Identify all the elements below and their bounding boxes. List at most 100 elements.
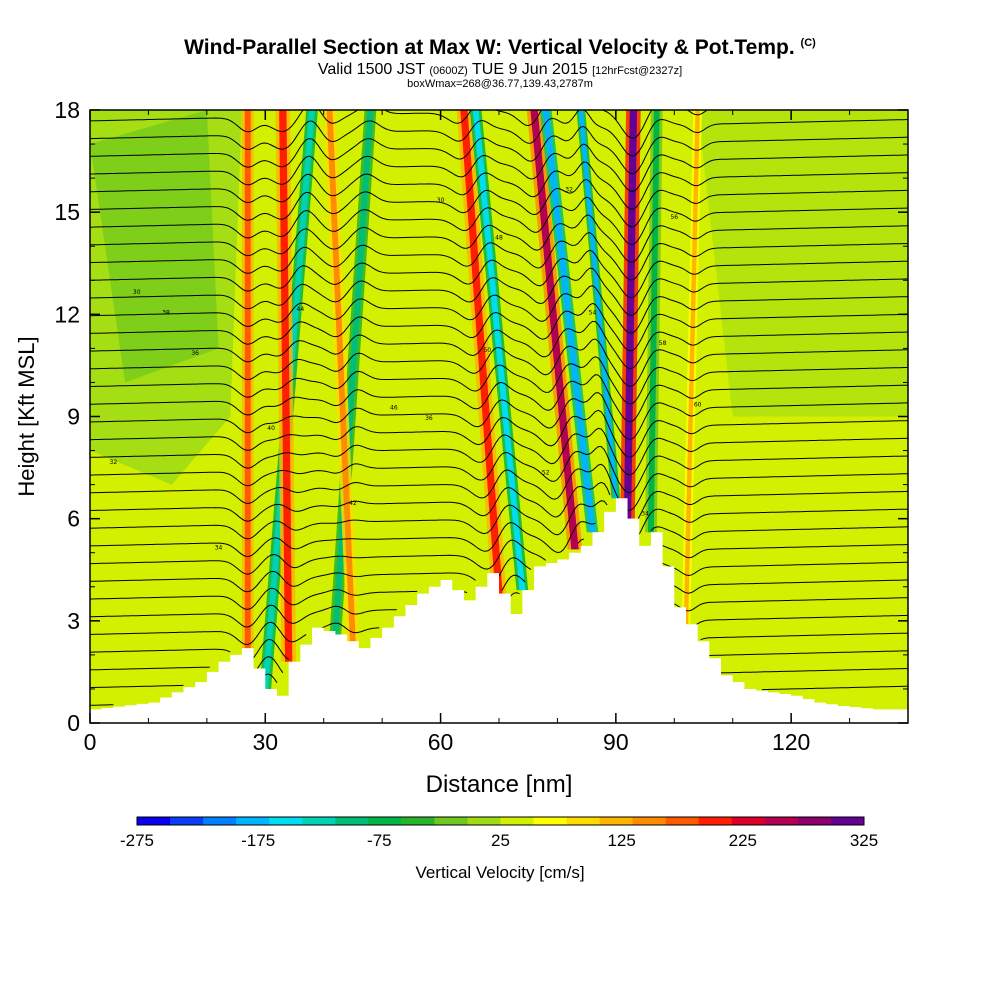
theta-contour: [501, 574, 526, 591]
colorbar-tick-label: 125: [607, 831, 635, 850]
theta-contour: [90, 249, 908, 299]
theta-contour-label: 34: [641, 510, 649, 517]
colorbar-swatch: [566, 817, 601, 825]
theta-contour: [250, 638, 289, 661]
theta-contour: [674, 597, 908, 612]
theta-contour: [691, 614, 908, 628]
theta-contour: [90, 143, 908, 192]
theta-contour-label: 32: [565, 187, 573, 194]
velocity-band-core: [460, 110, 503, 594]
colorbar-swatch: [599, 817, 634, 825]
colorbar-swatch: [731, 817, 766, 825]
theta-contour: [638, 508, 908, 535]
theta-contour: [90, 302, 908, 352]
colorbar-label: Vertical Velocity [cm/s]: [415, 863, 585, 882]
theta-contour: [320, 622, 380, 634]
theta-contour-label: 56: [670, 214, 678, 221]
theta-contour: [90, 338, 908, 387]
theta-contour: [709, 650, 908, 656]
colorbar-swatch: [368, 817, 402, 825]
colorbar-swatch: [665, 817, 700, 825]
theta-contour: [761, 685, 908, 691]
colorbar-tick-label: -175: [241, 831, 275, 850]
velocity-band-core: [647, 110, 660, 533]
theta-contour-label: 52: [542, 469, 550, 476]
colorbar-swatch: [434, 817, 468, 825]
chart-title: Wind-Parallel Section at Max W: Vertical…: [184, 36, 816, 59]
y-axis-label: Height [Kft MSL]: [14, 336, 39, 496]
terrain-mask: [90, 498, 908, 723]
theta-contour-label: 50: [483, 347, 491, 354]
theta-contour: [90, 666, 210, 671]
theta-contour-label: 58: [659, 340, 667, 347]
y-tick-label: 12: [54, 301, 80, 327]
colorbar-swatch: [335, 817, 369, 825]
y-tick-label: 15: [54, 199, 80, 225]
colorbar-swatch: [500, 817, 535, 825]
colorbar-swatch: [401, 817, 435, 825]
theta-contour: [90, 267, 908, 317]
theta-contour: [90, 161, 908, 210]
theta-contour-label: 36: [191, 350, 199, 357]
theta-contour-label: 42: [349, 500, 357, 507]
theta-contour: [90, 427, 908, 476]
valid-date: TUE 9 Jun 2015: [472, 61, 588, 78]
theta-contour: [656, 544, 908, 559]
velocity-band-core: [542, 110, 596, 533]
velocity-band-core: [530, 110, 579, 550]
velocity-band-core: [244, 110, 251, 659]
theta-contour: [90, 125, 908, 175]
velocity-band-core: [623, 110, 638, 519]
valid-utc: (0600Z): [429, 65, 468, 77]
theta-contour-label: 30: [437, 197, 445, 204]
colorbar-swatch: [203, 817, 237, 825]
theta-contour: [90, 356, 908, 405]
y-tick-label: 9: [67, 404, 80, 430]
theta-contour: [90, 604, 397, 628]
theta-contour-label: 46: [390, 405, 398, 412]
theta-contour: [90, 214, 908, 263]
colorbar-swatch: [698, 817, 733, 825]
y-tick-label: 18: [54, 97, 80, 123]
theta-contour: [90, 178, 908, 228]
velocity-region-upper-left-core: [90, 110, 219, 383]
theta-contour: [662, 561, 908, 577]
colorbar-tick-label: 225: [729, 831, 757, 850]
theta-contour-label: 40: [267, 425, 275, 432]
velocity-band-core: [472, 110, 526, 591]
theta-contour: [90, 570, 476, 593]
theta-contour-label: 44: [297, 306, 305, 313]
colorbar-swatch: [170, 817, 204, 825]
theta-contour: [90, 196, 908, 246]
theta-contour: [90, 481, 611, 522]
theta-contour: [90, 285, 908, 334]
theta-contour-label: 60: [694, 401, 702, 408]
theta-contour-label: 32: [110, 459, 118, 466]
theta-contour: [495, 557, 532, 582]
x-tick-label: 30: [252, 729, 278, 755]
forecast-info: [12hrFcst@2327z]: [592, 65, 683, 77]
velocity-band-core: [326, 110, 356, 645]
colorbar-swatch: [302, 817, 336, 825]
theta-contour-label: 48: [495, 234, 503, 241]
velocity-band-core: [279, 110, 293, 662]
chart-subtitle: Valid 1500 JST (0600Z) TUE 9 Jun 2015 [1…: [0, 61, 1000, 79]
theta-contour: [90, 409, 908, 458]
colorbar-tick-label: 25: [491, 831, 510, 850]
colorbar-frame: [136, 816, 865, 826]
colorbar-swatch: [797, 817, 832, 825]
y-tick-label: 6: [67, 506, 80, 532]
colorbar-swatch: [137, 817, 171, 825]
valid-time: Valid 1500 JST: [317, 61, 425, 78]
colorbar-swatch: [632, 817, 667, 825]
colorbar-tick-label: 325: [850, 831, 878, 850]
theta-contour: [650, 526, 908, 541]
theta-contour: [90, 232, 908, 281]
theta-contour-label: 30: [133, 289, 141, 296]
velocity-band-core: [578, 110, 619, 499]
theta-contour: [633, 490, 908, 527]
theta-contour: [90, 374, 908, 423]
colorbar-swatch: [269, 817, 303, 825]
colorbar-tick-label: -275: [120, 831, 154, 850]
